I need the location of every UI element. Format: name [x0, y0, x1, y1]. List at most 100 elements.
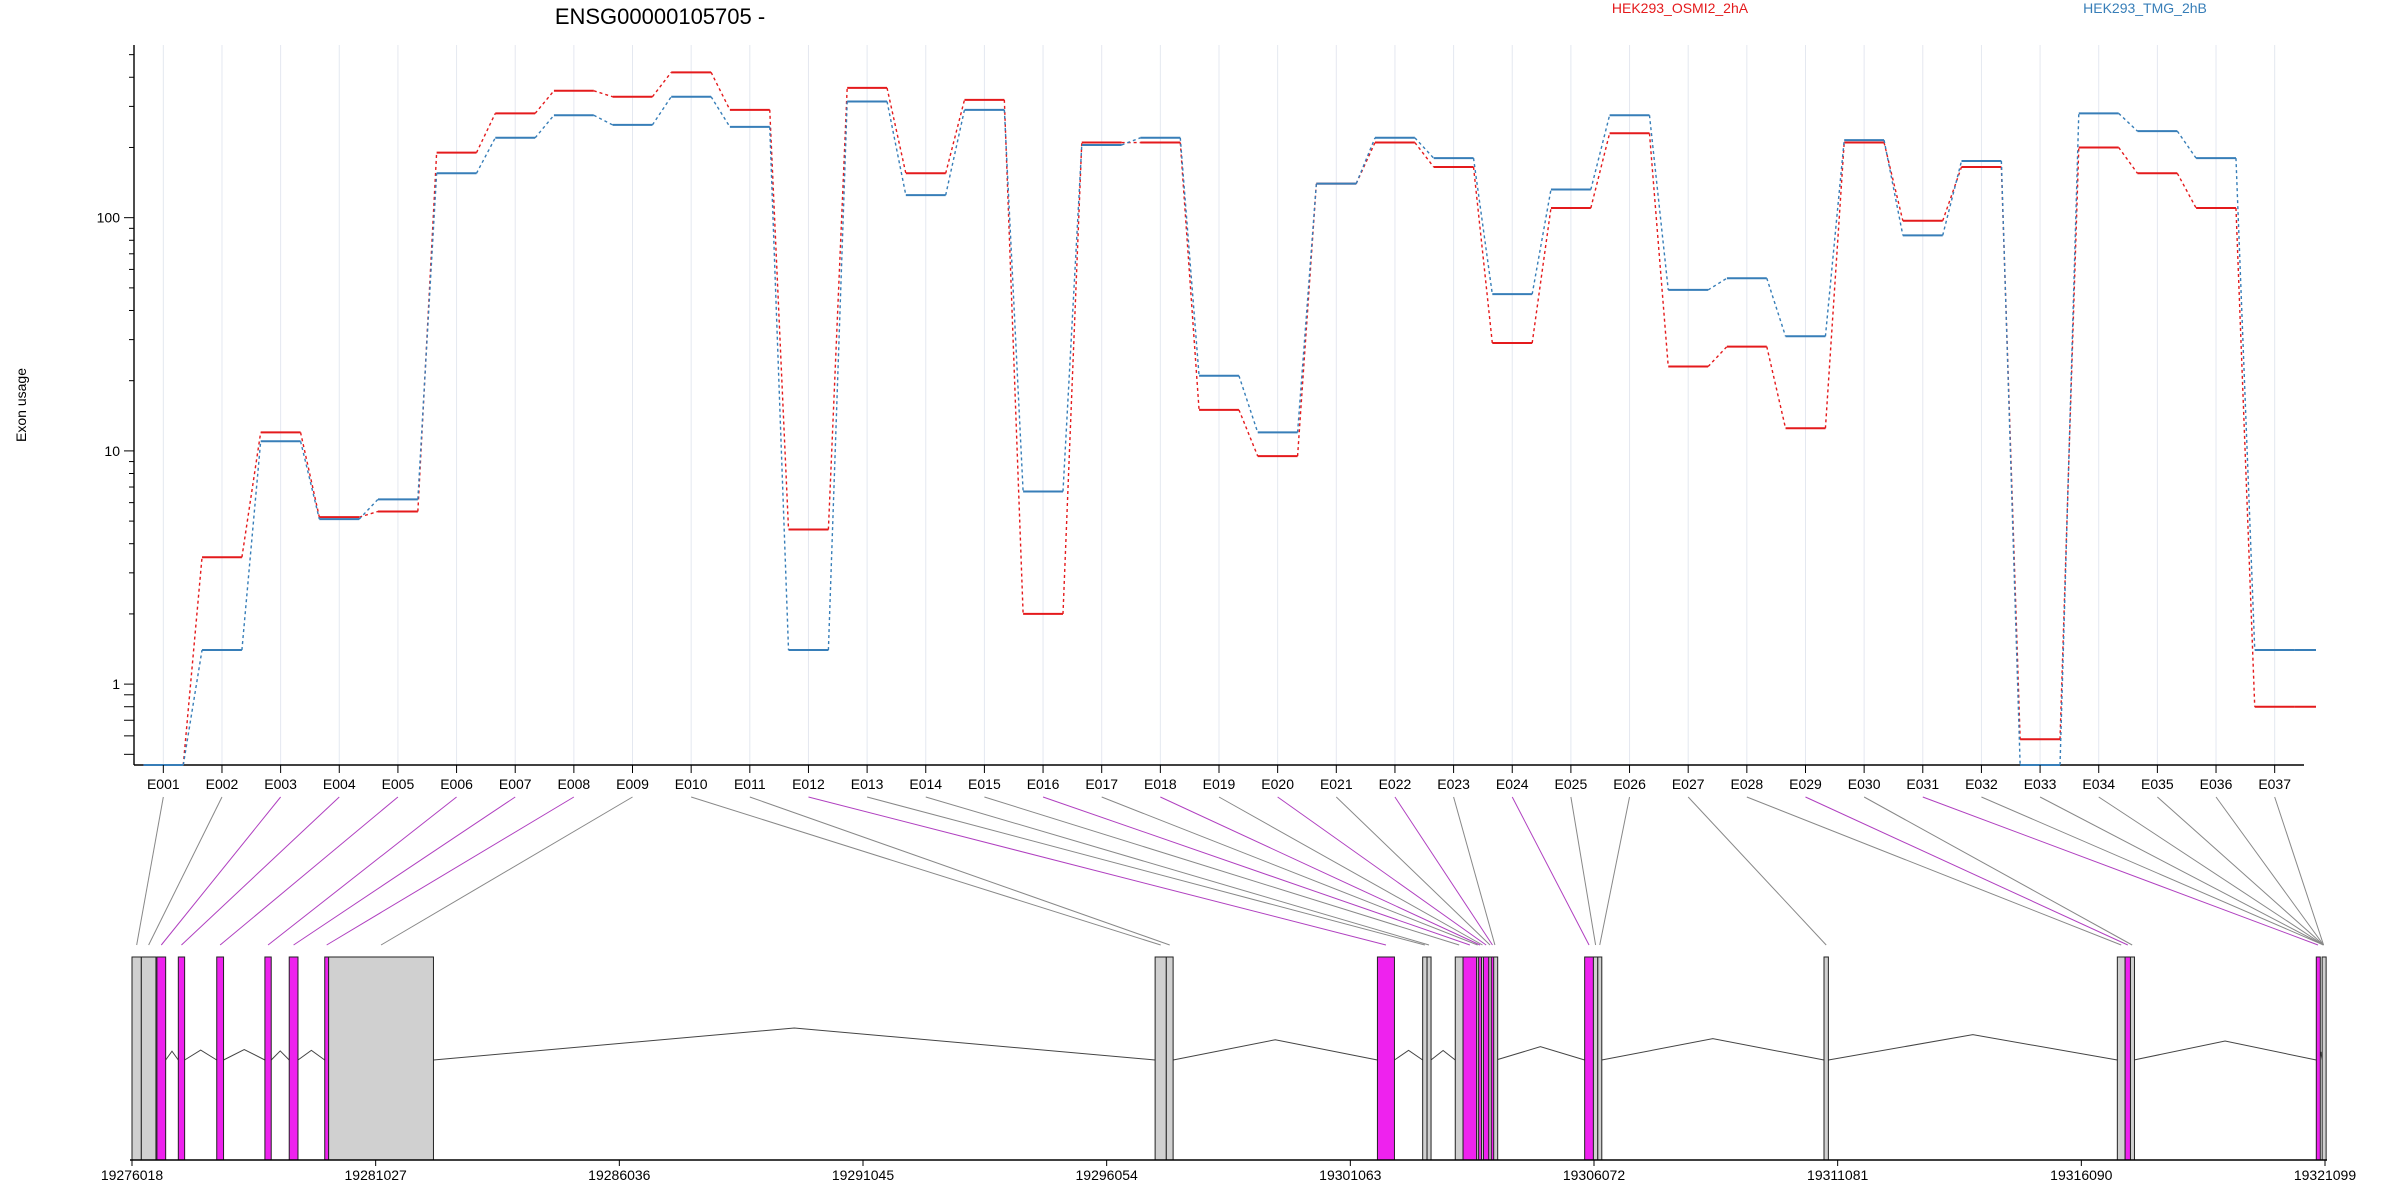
exon-box-e014 [1426, 956, 1432, 1161]
connector-e005 [219, 796, 399, 946]
x-tick-label-e021: E021 [1320, 776, 1353, 792]
x-tick-label-e035: E035 [2141, 776, 2174, 792]
connector-e018 [1160, 796, 1481, 946]
x-tick-label-e008: E008 [558, 776, 591, 792]
y-axis-label: Exon usage [13, 368, 29, 442]
intron-5 [270, 1050, 290, 1061]
genomic-tick-label-4: 19296054 [1076, 1167, 1139, 1183]
x-tick-label-e024: E024 [1496, 776, 1529, 792]
series-1-join-26 [1707, 277, 1728, 291]
intron-10 [1173, 1039, 1378, 1061]
series-0-join-18 [1238, 409, 1259, 457]
connector-e001 [136, 796, 164, 946]
connector-e037 [2274, 796, 2325, 946]
connector-e020 [1277, 796, 1487, 946]
connector-e003 [160, 796, 282, 946]
series-1-join-22 [1472, 158, 1493, 295]
exon-box-e011 [1165, 956, 1174, 1161]
x-tick-label-e001: E001 [147, 776, 180, 792]
x-tick-label-e031: E031 [1906, 776, 1939, 792]
series-0-join-8 [651, 71, 672, 98]
x-tick-label-e030: E030 [1848, 776, 1881, 792]
exon-box-e016 [1462, 956, 1478, 1161]
series-0-join-12 [886, 87, 907, 174]
connector-e016 [1042, 796, 1471, 946]
x-tick-label-e010: E010 [675, 776, 708, 792]
series-0-join-10 [769, 109, 790, 530]
x-tick-label-e004: E004 [323, 776, 356, 792]
x-tick-label-e019: E019 [1203, 776, 1236, 792]
connector-e010 [691, 796, 1161, 946]
intron-11 [1394, 1049, 1423, 1061]
x-tick-label-e026: E026 [1613, 776, 1646, 792]
series-1-join-28 [1824, 140, 1845, 337]
exon-box-e007 [288, 956, 299, 1161]
series-0-join-2 [299, 432, 321, 518]
series-1-join-13 [945, 109, 966, 196]
series-0-join-21 [1414, 142, 1435, 168]
exon-box-e025 [1592, 956, 1599, 1161]
connector-e022 [1394, 796, 1493, 946]
series-1-join-14 [1003, 109, 1024, 492]
series-0-join-34 [2176, 172, 2197, 209]
connector-e025 [1570, 796, 1597, 946]
connector-e023 [1453, 796, 1496, 946]
x-tick-labels: E001 E002 E003 E004 E005 E006 E007 E008 E009 E010… [147, 765, 2291, 792]
series-1-join-12 [886, 101, 907, 196]
genomic-tick-label-7: 19311081 [1807, 1167, 1868, 1183]
series-1-join-32 [2059, 113, 2080, 766]
legend-series-a: HEK293_OSMI2_2hA [1612, 0, 1749, 16]
intron-25 [1601, 1038, 1825, 1061]
intron-8 [433, 1027, 1156, 1061]
x-tick-label-e033: E033 [2024, 776, 2057, 792]
connector-e011 [749, 796, 1170, 946]
x-tick-label-e007: E007 [499, 776, 532, 792]
series-1-join-17 [1179, 137, 1200, 376]
series-0-join-29 [1883, 142, 1904, 221]
connector-e019 [1218, 796, 1483, 946]
series-0-join-15 [1062, 142, 1083, 614]
connector-e014 [925, 796, 1430, 946]
series-0-join-0 [182, 557, 203, 766]
x-tick-label-e013: E013 [851, 776, 884, 792]
series-1-join-27 [1766, 278, 1787, 337]
exon-box-e012 [1376, 956, 1395, 1161]
connector-e026 [1599, 796, 1631, 946]
x-tick-label-e028: E028 [1730, 776, 1763, 792]
series-1-join-25 [1648, 115, 1669, 290]
exon-box-e020 [1482, 956, 1490, 1161]
intron-2 [165, 1050, 179, 1061]
exon-box-e023 [1493, 956, 1499, 1161]
genomic-tick-label-5: 19301063 [1319, 1167, 1382, 1183]
series-0-join-26 [1707, 346, 1728, 368]
exon-box-e002 [140, 956, 157, 1161]
series-0-join-11 [827, 87, 848, 530]
series-1-join-21 [1414, 137, 1435, 159]
series-1-join-4 [417, 173, 438, 500]
series-lines [143, 71, 2316, 766]
connector-e034 [2098, 796, 2324, 946]
x-tick-label-e020: E020 [1261, 776, 1294, 792]
connector-e008 [326, 796, 575, 946]
x-tick-label-e034: E034 [2082, 776, 2115, 792]
connector-e030 [1863, 796, 2133, 946]
x-tick-label-e015: E015 [968, 776, 1001, 792]
series-0-join-25 [1648, 133, 1669, 367]
y-tick-label-10: 10 [104, 443, 120, 459]
intron-22 [1495, 1046, 1585, 1061]
exon-box-e003 [156, 956, 167, 1161]
exon-box-e027 [1823, 956, 1829, 1161]
intron-4 [223, 1048, 266, 1061]
x-tick-label-e037: E037 [2258, 776, 2291, 792]
series-0-join-6 [534, 90, 555, 114]
connector-e032 [1981, 796, 2324, 946]
exon-box-e013 [1422, 956, 1428, 1161]
series-1-join-35 [2235, 158, 2256, 651]
series-0-join-14 [1003, 99, 1024, 614]
exon-box-e015 [1454, 956, 1464, 1161]
connector-e029 [1805, 796, 2128, 946]
x-tick-label-e011: E011 [734, 776, 766, 792]
legend-series-b: HEK293_TMG_2hB [2083, 0, 2207, 16]
intron-13 [1430, 1049, 1456, 1061]
x-tick-label-e002: E002 [206, 776, 239, 792]
